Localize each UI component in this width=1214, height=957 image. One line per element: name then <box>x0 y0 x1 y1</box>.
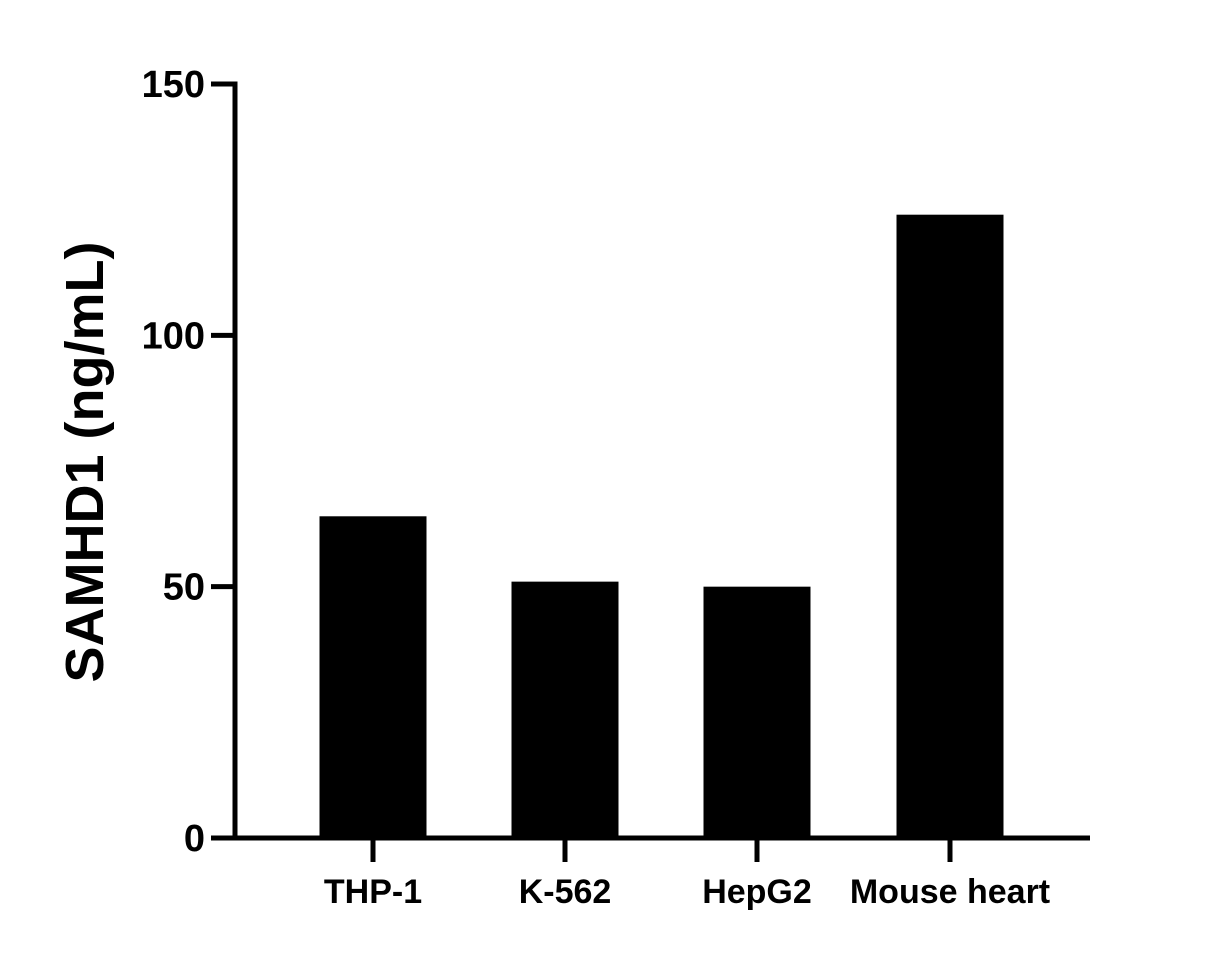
y-tick-label: 100 <box>142 315 205 357</box>
y-axis-title: SAMHD1 (ng/mL) <box>55 242 115 683</box>
bar-thp-1 <box>319 516 427 838</box>
x-tick-label: Mouse heart <box>850 873 1050 911</box>
bar-mouse-heart <box>896 214 1004 838</box>
x-tick-label: HepG2 <box>702 873 812 911</box>
bar-hepg2 <box>703 586 811 838</box>
bars-layer <box>319 214 1004 838</box>
y-tick-label: 0 <box>184 818 205 860</box>
bar-k-562 <box>511 581 619 838</box>
x-tick-label: K-562 <box>519 873 612 911</box>
x-ticks: THP-1 K-562 HepG2 Mouse heart <box>324 838 1050 911</box>
x-tick-label: THP-1 <box>324 873 422 911</box>
y-ticks: 0 50 100 150 <box>142 64 235 860</box>
y-tick-label: 50 <box>163 567 205 609</box>
y-tick-label: 150 <box>142 64 205 106</box>
